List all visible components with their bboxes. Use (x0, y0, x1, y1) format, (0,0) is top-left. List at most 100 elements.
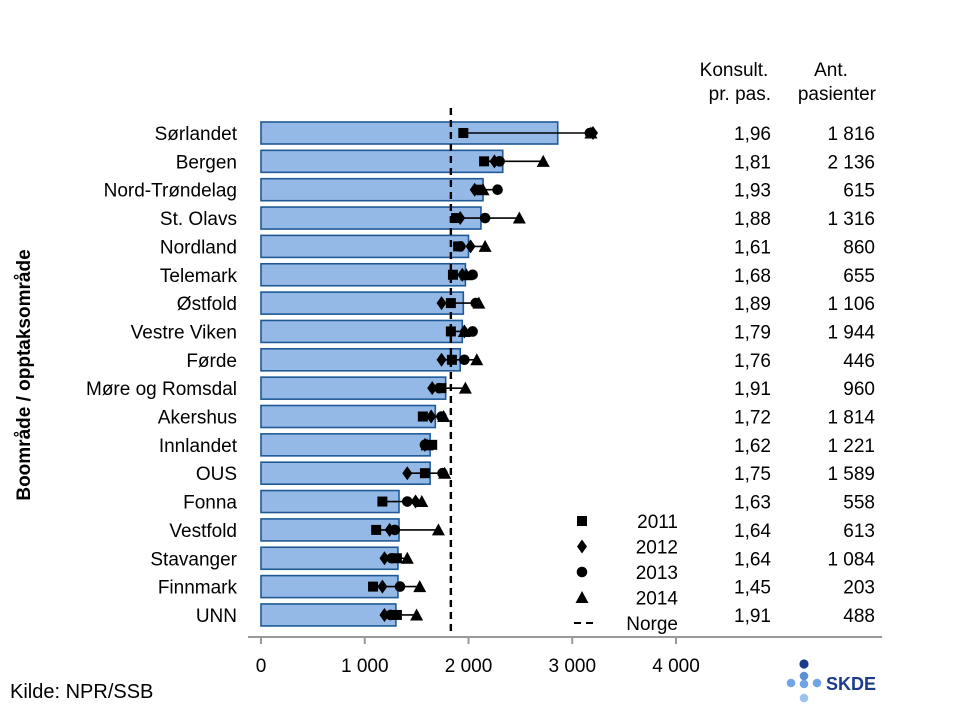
konsult-value: 1,62 (734, 436, 771, 457)
marker-2013-st-olavs (479, 212, 491, 224)
skde-logo-text: SKDE (826, 674, 876, 694)
category-labels: Sørlandet Bergen Nord-Trøndelag St. Olavs No… (86, 124, 238, 627)
category-label: Vestfold (169, 521, 237, 542)
marker-2014-telemark (459, 268, 473, 281)
ant-pasienter-value: 203 (843, 578, 875, 599)
ant-pasienter-value: 1 221 (827, 436, 875, 457)
marker-2012-st-olavs (455, 211, 466, 226)
marker-2014-fonna (415, 495, 429, 508)
marker-2011-bergen (479, 156, 490, 167)
ant-pasienter-value: 1 814 (827, 408, 875, 429)
konsult-value: 1,45 (734, 578, 771, 599)
bars-layer (260, 121, 559, 627)
konsult-value: 1,64 (734, 521, 771, 542)
ant-pasienter-value: 558 (843, 493, 875, 514)
marker-2014-nord-tr-ndelag (476, 183, 490, 196)
category-label: Innlandet (159, 436, 238, 457)
marker-2013-vestre-viken (467, 326, 478, 337)
konsult-value: 1,76 (734, 351, 771, 372)
marker-2014-f-rde (470, 353, 484, 366)
marker-2014-bergen (536, 154, 550, 167)
marker-2012-ous (402, 466, 413, 481)
marker-2014-innlandet (420, 438, 434, 451)
bar-stavanger (260, 546, 399, 571)
konsult-value: 1,96 (734, 124, 771, 145)
marker-2011-akershus (417, 411, 428, 422)
ant-pasienter-value: 1 084 (827, 549, 875, 570)
marker-2013-vestfold (389, 524, 401, 536)
bar-nordland (260, 234, 470, 259)
marker-2011-vestre-viken (445, 326, 456, 337)
bar-vestre-viken (260, 319, 464, 344)
legend-label-2011: 2011 (637, 512, 678, 533)
legend-label-2013: 2013 (636, 563, 678, 584)
ant-pasienter-value: 860 (843, 237, 875, 258)
legend-label-2014: 2014 (636, 589, 679, 610)
ant-pasienter-value: 1 944 (827, 322, 875, 343)
x-axis: 0 1 000 2 000 3 000 4 000 (248, 636, 882, 677)
category-label: Finnmark (158, 578, 238, 599)
konsult-value: 1,64 (734, 549, 771, 570)
category-label: Telemark (160, 266, 238, 287)
x-tick-label: 0 (256, 656, 267, 677)
bar-bergen (260, 149, 504, 174)
bar-akershus (260, 404, 437, 429)
bar-m-re-og-romsdal (260, 376, 447, 400)
header-konsult-line-2: pr. pas. (709, 84, 771, 105)
legend: 2011 2012 2013 2014 Norge (574, 512, 678, 635)
category-label: Stavanger (150, 549, 237, 570)
marker-2011-s-rlandet (458, 128, 469, 138)
marker-2012-finnmark (377, 579, 388, 594)
konsult-value: 1,91 (734, 379, 771, 400)
marker-2014-ous (438, 466, 452, 479)
category-label: Sørlandet (155, 124, 238, 145)
ant-pasienter-value: 1 106 (827, 294, 875, 315)
bar--stfold (260, 291, 465, 315)
header-ant-pasienter-line-1: Ant. (814, 60, 848, 81)
marker-2014-vestfold (431, 523, 445, 536)
skde-logo: SKDE (786, 659, 876, 703)
marker-2013-bergen (494, 156, 505, 167)
x-tick-label: 1 000 (341, 656, 389, 677)
ant-pasienter-value: 1 316 (827, 209, 875, 230)
marker-2013-unn (385, 609, 396, 621)
marker-2012-m-re-og-romsdal (427, 381, 438, 396)
legend-label-2012: 2012 (636, 538, 678, 559)
konsult-value: 1,89 (734, 294, 771, 315)
marker-2014-stavanger (400, 551, 414, 564)
bar-f-rde (260, 347, 461, 372)
source-text: Kilde: NPR/SSB (10, 681, 153, 703)
konsult-value: 1,79 (734, 322, 771, 343)
konsult-value: 1,88 (734, 209, 771, 230)
ant-pasienter-value: 488 (843, 606, 875, 627)
marker-2014-st-olavs (512, 211, 526, 224)
marker-2013-m-re-og-romsdal (434, 382, 445, 394)
category-label: St. Olavs (160, 209, 237, 230)
marker-2013-finnmark (394, 581, 406, 592)
marker-2011-telemark (447, 269, 458, 280)
marker-2011-ous (419, 468, 430, 479)
ant-pasienter-value: 1 589 (827, 464, 875, 485)
marker-2012-akershus (426, 409, 437, 424)
whisker-layer (373, 132, 593, 616)
marker-2011-vestfold (371, 524, 382, 535)
marker-2012-stavanger (379, 551, 390, 566)
marker-2014-nordland (478, 239, 492, 252)
marker-2012-nordland (465, 239, 476, 254)
marker-2013-nordland (454, 241, 466, 252)
marker-2014-s-rlandet (584, 126, 598, 139)
konsult-value: 1,68 (734, 266, 771, 287)
ant-pasienter-value: 446 (843, 351, 875, 372)
konsult-value: 1,93 (734, 181, 771, 202)
marker-2012-nord-tr-ndelag (469, 182, 480, 197)
category-label: Vestre Viken (131, 322, 237, 343)
value-table: 1,96 1 816 1,81 2 136 1,93 615 1,88 1 316 1,61 86… (700, 60, 877, 627)
skde-logo-mark (786, 659, 822, 703)
category-label: Østfold (177, 294, 237, 315)
y-axis-title: Boområde / opptaksområde (14, 249, 35, 500)
category-label: OUS (196, 464, 237, 485)
bar-unn (260, 603, 397, 627)
marker-2011-unn (391, 609, 402, 620)
legend-label-norge: Norge (626, 614, 678, 635)
category-label: Bergen (176, 152, 237, 173)
